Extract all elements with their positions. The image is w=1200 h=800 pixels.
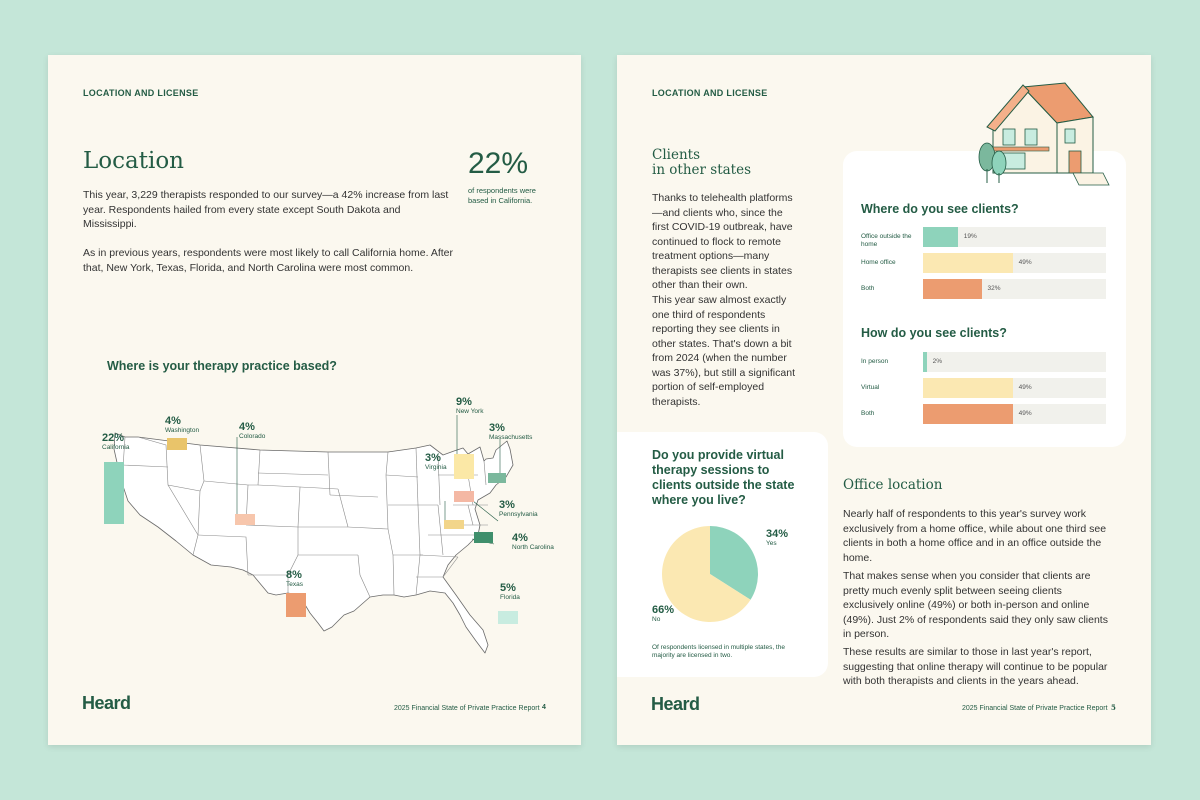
page-title: Location	[83, 148, 184, 174]
state-label-pennsylvania: 3% Pennsylvania	[499, 499, 538, 518]
state-label-florida: 5% Florida	[500, 582, 520, 601]
state-label-massachusetts: 3% Massachusetts	[489, 422, 533, 441]
pie-slice-no	[662, 526, 751, 622]
massachusetts-marker	[488, 473, 506, 483]
how-bar-virtual	[923, 378, 1013, 398]
where-bar-home-office	[923, 253, 1013, 273]
how-label-in-person: In person	[861, 358, 889, 365]
state-borders	[121, 436, 488, 598]
section-eyebrow: LOCATION AND LICENSE	[83, 88, 199, 98]
texas-marker	[286, 593, 306, 617]
california-stat-caption: of respondents were based in California.	[468, 186, 536, 205]
intro-paragraph-2: As in previous years, respondents were m…	[83, 247, 453, 274]
state-label-washington: 4% Washington	[165, 415, 200, 434]
virtual-footnote: Of respondents licensed in multiple stat…	[652, 644, 785, 659]
where-chart-title: Where do you see clients?	[861, 202, 1019, 216]
heard-logo: Heard	[82, 693, 131, 713]
pie-chart-card: Do you provide virtual therapy sessions …	[617, 432, 828, 677]
report-page-5: LOCATION AND LICENSE Clients in other st…	[617, 55, 1151, 745]
colorado-marker	[235, 514, 255, 525]
north-carolina-marker	[474, 532, 493, 543]
where-value-home-office: 49%	[1018, 259, 1032, 266]
pie-label-yes: 34% Yes	[766, 528, 789, 547]
new-york-marker	[454, 454, 474, 479]
section-eyebrow: LOCATION AND LICENSE	[652, 88, 768, 98]
state-label-texas: 8% Texas	[286, 569, 303, 588]
clients-paragraph-1: Thanks to telehealth platforms—and clien…	[652, 192, 793, 291]
state-label-colorado: 4% Colorado	[239, 421, 266, 440]
where-bar-chart: Office outside the home 19% Home office 49%…	[843, 227, 1126, 307]
pennsylvania-marker	[454, 491, 474, 502]
clients-paragraph-2: This year saw almost exactly one third o…	[652, 294, 795, 408]
heard-logo: Heard	[651, 694, 700, 714]
how-bar-chart: In person 2% Virtual 49% Both 49%	[843, 352, 1126, 432]
how-bar-in-person	[923, 352, 927, 372]
pie-slice-yes	[710, 526, 758, 600]
office-location-title: Office location	[843, 477, 943, 493]
florida-marker	[498, 611, 518, 624]
footer-report-title: 2025 Financial State of Private Practice…	[394, 705, 540, 712]
where-value-both: 32%	[987, 285, 1001, 292]
footer-report-title: 2025 Financial State of Private Practice…	[962, 705, 1108, 712]
pie-label-no: 66% No	[652, 604, 675, 623]
california-marker	[104, 462, 124, 524]
how-track-in-person	[923, 352, 1106, 372]
where-label-home-office: Home office	[861, 259, 896, 266]
clients-section-title: Clients in other states	[652, 147, 752, 178]
how-value-in-person: 2%	[932, 358, 943, 365]
where-value-office-outside-the-home: 19%	[963, 233, 977, 240]
page-number: 4	[542, 704, 546, 711]
virginia-marker	[444, 520, 464, 529]
washington-marker	[167, 438, 187, 450]
california-stat-value: 22%	[468, 147, 529, 180]
where-label-both: Both	[861, 285, 875, 292]
where-label-office-outside-the-home: Office outside the home	[861, 233, 912, 248]
house-illustration	[978, 82, 1110, 186]
state-label-new-york: 9% New York	[456, 396, 484, 415]
us-map	[113, 415, 514, 654]
how-value-both: 49%	[1018, 410, 1032, 417]
where-bar-office-outside-the-home	[923, 227, 958, 247]
office-paragraph-2: That makes sense when you consider that …	[843, 570, 1108, 640]
how-value-virtual: 49%	[1018, 384, 1032, 391]
bar-charts-card: Where do you see clients? How do you see…	[843, 151, 1126, 447]
office-paragraph-1: Nearly half of respondents to this year'…	[843, 508, 1107, 564]
virtual-question-title: Do you provide virtual therapy sessions …	[652, 448, 795, 507]
map-title: Where is your therapy practice based?	[107, 359, 337, 373]
report-page-4: LOCATION AND LICENSE Location This year,…	[48, 55, 581, 745]
state-label-california: 22% California	[102, 432, 130, 451]
how-chart-title: How do you see clients?	[861, 326, 1007, 340]
where-bar-both	[923, 279, 982, 299]
how-label-both: Both	[861, 410, 875, 417]
where-track-office-outside-the-home	[923, 227, 1106, 247]
state-label-virginia: 3% Virginia	[425, 452, 447, 471]
virtual-pie-chart	[662, 526, 758, 622]
office-paragraph-3: These results are similar to those in la…	[843, 646, 1108, 687]
how-label-virtual: Virtual	[861, 384, 880, 391]
how-bar-both	[923, 404, 1013, 424]
page-number: 5	[1111, 703, 1116, 712]
intro-paragraph: This year, 3,229 therapists responded to…	[83, 189, 449, 230]
state-label-north-carolina: 4% North Carolina	[512, 532, 554, 551]
us-outline	[113, 432, 514, 654]
